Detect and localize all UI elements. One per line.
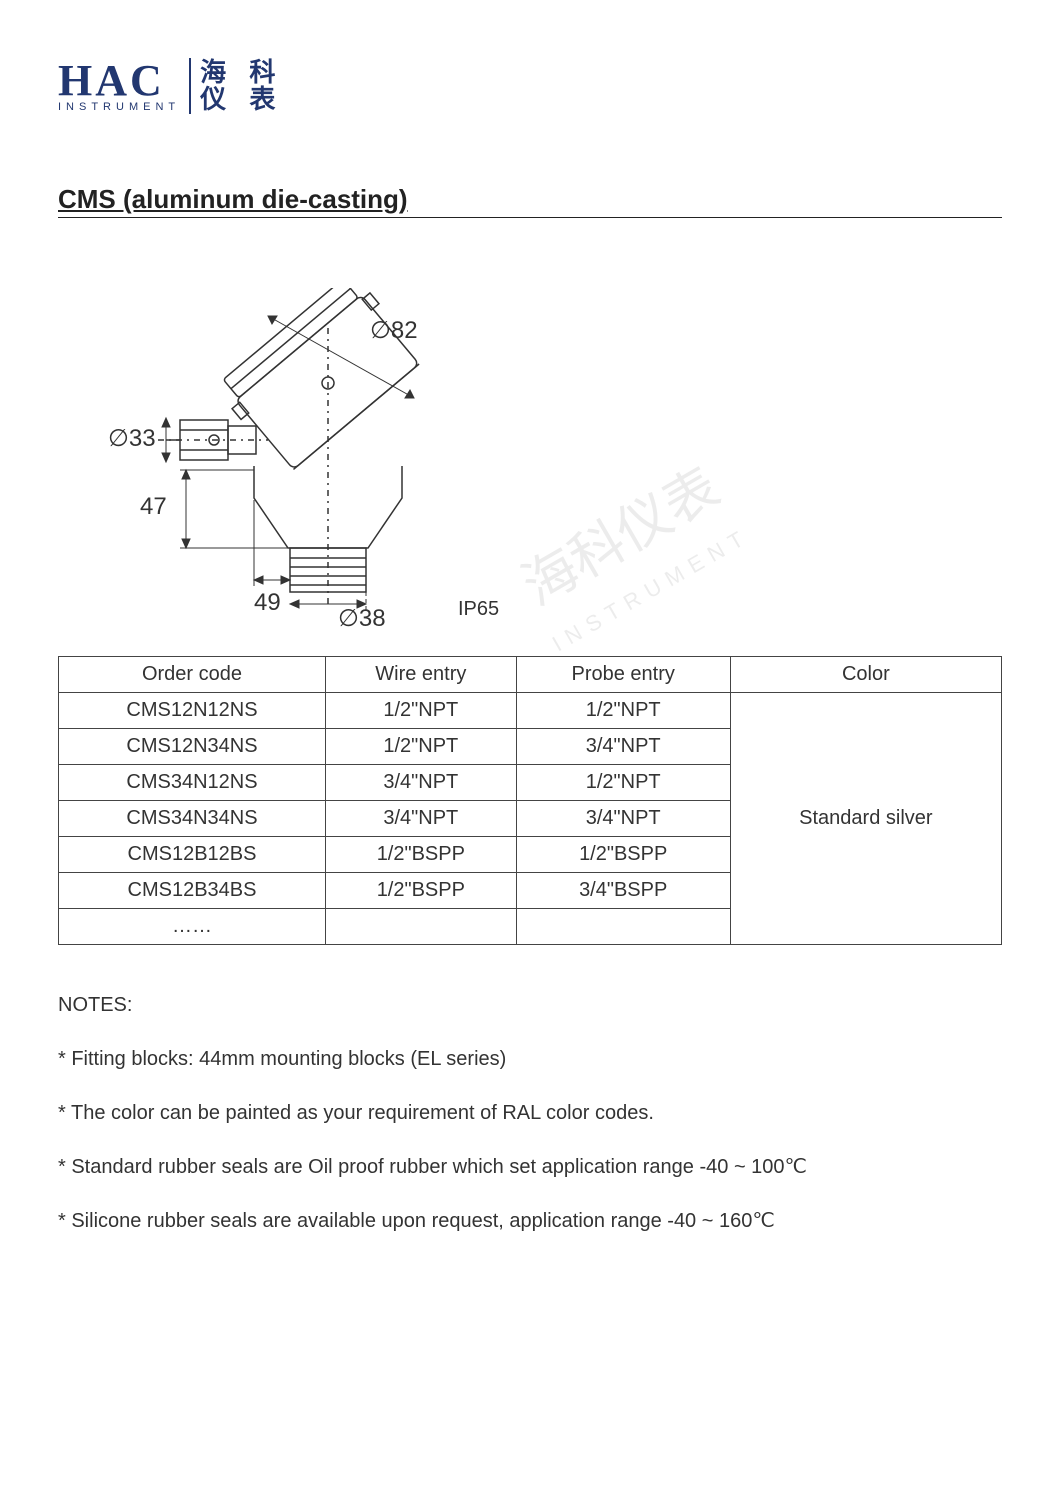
ip-rating: IP65	[458, 598, 499, 621]
table-body: CMS12N12NS 1/2"NPT 1/2"NPT Standard silv…	[59, 693, 1002, 945]
cell-probe: 1/2"NPT	[516, 693, 730, 729]
cell-wire: 1/2"BSPP	[325, 873, 516, 909]
th-color: Color	[730, 657, 1001, 693]
cell-probe: 1/2"BSPP	[516, 837, 730, 873]
dim-d82: ∅82	[370, 317, 418, 344]
cell-wire: 1/2"NPT	[325, 729, 516, 765]
dim-d33: ∅33	[108, 425, 156, 452]
dim-49: 49	[254, 589, 281, 616]
cell-probe	[516, 909, 730, 945]
cell-color: Standard silver	[730, 693, 1001, 945]
logo-cn-line1: 海 科	[200, 59, 283, 86]
cell-probe: 3/4"NPT	[516, 801, 730, 837]
logo-separator	[189, 58, 191, 114]
cell-order: CMS34N12NS	[59, 765, 326, 801]
cell-order: CMS12B12BS	[59, 837, 326, 873]
logo-chinese: 海 科 仪 表	[200, 59, 283, 114]
logo: HAC INSTRUMENT 海 科 仪 表	[58, 58, 1002, 114]
spec-table-wrap: Order code Wire entry Probe entry Color …	[58, 656, 1002, 945]
note-item: * Silicone rubber seals are available up…	[58, 1205, 1002, 1237]
cell-probe: 3/4"BSPP	[516, 873, 730, 909]
notes-section: NOTES: * Fitting blocks: 44mm mounting b…	[58, 989, 1002, 1237]
th-wire-entry: Wire entry	[325, 657, 516, 693]
note-item: * Fitting blocks: 44mm mounting blocks (…	[58, 1043, 1002, 1075]
th-probe-entry: Probe entry	[516, 657, 730, 693]
note-item: * Standard rubber seals are Oil proof ru…	[58, 1151, 1002, 1183]
cell-probe: 1/2"NPT	[516, 765, 730, 801]
cell-order: CMS12N34NS	[59, 729, 326, 765]
cell-wire: 3/4"NPT	[325, 765, 516, 801]
technical-diagram: ∅82 ∅33 47 49	[58, 288, 698, 628]
cell-order: CMS12B34BS	[59, 873, 326, 909]
cell-order: ……	[59, 909, 326, 945]
page-title: CMS (aluminum die-casting)	[58, 184, 1002, 218]
table-row: CMS12N12NS 1/2"NPT 1/2"NPT Standard silv…	[59, 693, 1002, 729]
cell-wire: 3/4"NPT	[325, 801, 516, 837]
dim-d38: ∅38	[338, 605, 386, 628]
note-item: * The color can be painted as your requi…	[58, 1097, 1002, 1129]
logo-left: HAC INSTRUMENT	[58, 59, 180, 113]
th-order-code: Order code	[59, 657, 326, 693]
logo-main-text: HAC	[58, 59, 165, 103]
cell-order: CMS12N12NS	[59, 693, 326, 729]
cell-order: CMS34N34NS	[59, 801, 326, 837]
table-header-row: Order code Wire entry Probe entry Color	[59, 657, 1002, 693]
cell-wire	[325, 909, 516, 945]
logo-cn-line2: 仪 表	[200, 86, 283, 113]
notes-title: NOTES:	[58, 989, 1002, 1021]
logo-sub-text: INSTRUMENT	[58, 101, 180, 113]
spec-table: Order code Wire entry Probe entry Color …	[58, 656, 1002, 945]
dim-47: 47	[140, 493, 167, 520]
cell-wire: 1/2"NPT	[325, 693, 516, 729]
cell-wire: 1/2"BSPP	[325, 837, 516, 873]
cell-probe: 3/4"NPT	[516, 729, 730, 765]
